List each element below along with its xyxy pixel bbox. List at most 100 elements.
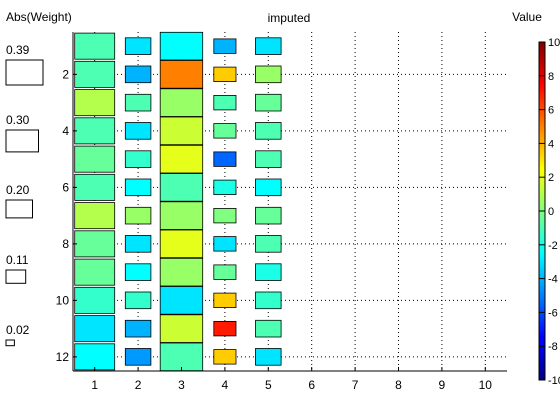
heatmap-cell — [74, 60, 116, 88]
heatmap-cell — [74, 343, 116, 371]
x-tick-label: 7 — [352, 378, 359, 392]
x-tick-labels: 1 2 3 4 5 6 7 8 9 10 — [91, 367, 492, 392]
x-tick-label: 10 — [479, 378, 493, 392]
cells — [74, 31, 282, 372]
x-tick-label: 8 — [395, 378, 402, 392]
heatmap-cell — [74, 173, 116, 201]
colorbar-tick-label: -2 — [548, 240, 558, 252]
heatmap-cell — [159, 342, 204, 372]
x-tick-label: 5 — [265, 378, 272, 392]
heatmap-cell — [124, 122, 152, 140]
x-tick-label: 9 — [439, 378, 446, 392]
chart-title: imputed — [268, 11, 311, 25]
heatmap-cell — [159, 286, 204, 315]
size-legend-label: 0.11 — [6, 253, 29, 267]
heatmap-cell — [74, 32, 116, 60]
heatmap-cell — [213, 292, 237, 309]
heatmap-cell — [213, 320, 237, 337]
x-tick-label: 3 — [178, 378, 185, 392]
colorbar-tick-label: -4 — [548, 274, 558, 286]
colorbar-tick-label: -6 — [548, 307, 558, 319]
heatmap-cell — [74, 117, 116, 145]
heatmap-cell — [124, 37, 152, 55]
heatmap-cell — [124, 319, 152, 338]
heatmap-cell — [74, 286, 116, 314]
colorbar-tick-label: 10 — [548, 37, 560, 49]
size-legend-label: 0.39 — [6, 43, 30, 57]
colorbar-tick-label: -8 — [548, 341, 558, 353]
heatmap-cell — [124, 291, 152, 310]
heatmap-cell — [159, 173, 204, 202]
heatmap-cell — [124, 65, 152, 84]
colorbar-tick-label: 2 — [548, 172, 554, 184]
heatmap-cell — [213, 207, 237, 224]
heatmap-cell — [124, 178, 152, 197]
colorbar: 10 8 6 4 2 0 -2 -4 -6 -8 -10 — [538, 37, 560, 387]
colorbar-tick-label: 0 — [548, 206, 554, 218]
heatmap-cell — [159, 31, 204, 61]
heatmap-cell — [255, 65, 282, 84]
heatmap-cell — [124, 348, 152, 366]
heatmap-cell — [159, 229, 204, 259]
size-legend-square — [5, 199, 33, 219]
colorbar-tick-label: 8 — [548, 71, 554, 83]
y-tick-label: 2 — [62, 67, 69, 81]
x-tick-label: 4 — [222, 378, 229, 392]
heatmap-cell — [74, 315, 116, 343]
heatmap-cell — [74, 89, 116, 117]
y-tick-label: 12 — [56, 350, 70, 364]
heatmap-cell — [255, 122, 282, 140]
heatmap-cell — [159, 144, 204, 174]
colorbar-tick-label: -10 — [548, 375, 560, 387]
heatmap-cell — [74, 145, 116, 173]
heatmap-cell — [124, 150, 152, 168]
heatmap-cell — [213, 349, 237, 365]
heatmap-cell — [74, 230, 116, 258]
heatmap-cell — [213, 236, 237, 252]
size-legend-square — [5, 339, 15, 347]
size-legend-label: 0.02 — [6, 323, 30, 337]
heatmap-cell — [255, 178, 282, 197]
colorbar-tick-label: 6 — [548, 105, 554, 117]
size-legend-square — [5, 59, 44, 86]
size-legend-title: Abs(Weight) — [6, 10, 72, 24]
heatmap-cell — [159, 88, 204, 117]
size-legend-label: 0.30 — [6, 113, 30, 127]
size-legend-label: 0.20 — [6, 183, 30, 197]
y-tick-label: 10 — [56, 293, 70, 307]
x-tick-label: 1 — [91, 378, 98, 392]
heatmap-cell — [74, 258, 116, 286]
heatmap-cell — [255, 263, 282, 281]
heatmap-cell — [255, 37, 282, 55]
heatmap-cell — [74, 202, 116, 230]
heatmap-cell — [213, 179, 237, 196]
heatmap-cell — [159, 314, 204, 343]
heatmap-cell — [124, 206, 152, 225]
colorbar-title: Value — [512, 10, 542, 24]
heatmap-cell — [124, 93, 152, 112]
size-legend: 0.39 0.30 0.20 0.11 0.02 — [5, 43, 44, 347]
x-tick-label: 6 — [308, 378, 315, 392]
heatmap-cell — [213, 66, 237, 82]
heatmap-cell — [255, 348, 282, 366]
size-legend-square — [5, 269, 27, 284]
heatmap-cell — [255, 93, 282, 112]
x-tick-label: 2 — [135, 378, 142, 392]
size-legend-square — [5, 129, 39, 153]
heatmap-cell — [159, 60, 204, 89]
heatmap-cell — [159, 116, 204, 146]
colorbar-tick-label: 4 — [548, 138, 554, 150]
heatmap-cell — [255, 291, 282, 310]
heatmap-cell — [213, 151, 237, 167]
heatmap-cell — [213, 123, 237, 139]
heatmap-cell — [255, 150, 282, 168]
heatmap-cell — [213, 38, 237, 54]
colorbar-ticks: 10 8 6 4 2 0 -2 -4 -6 -8 -10 — [539, 37, 560, 387]
heatmap-cell — [255, 235, 282, 253]
heatmap-cell — [255, 206, 282, 225]
heatmap-cell — [213, 95, 237, 111]
heatmap-cell — [159, 201, 204, 230]
heatmap-cell — [124, 235, 152, 253]
y-tick-label: 6 — [62, 180, 69, 194]
